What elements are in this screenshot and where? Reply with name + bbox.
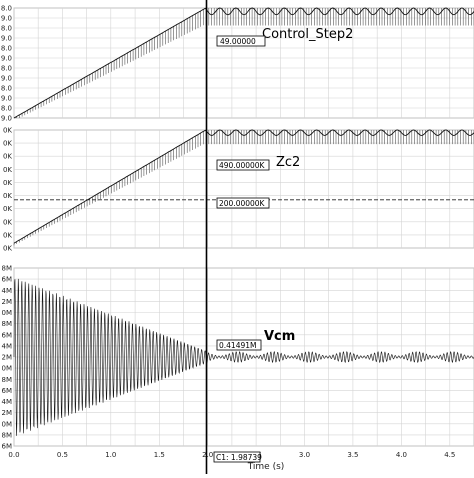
y-tick-label: 8.0	[1, 85, 12, 93]
y-tick-label: 8.0	[1, 65, 12, 73]
y-tick-label: 8M	[2, 265, 13, 273]
marker-box: 49.00000	[217, 36, 265, 46]
panel-title-control-step2: Control_Step2	[262, 27, 353, 42]
panel-title-vcm: Vcm	[264, 329, 295, 344]
x-tick-label: 4.5	[444, 451, 455, 459]
y-tick-label: 9.0	[1, 55, 12, 63]
y-tick-label: 0K	[3, 127, 12, 135]
y-tick-label: 0K	[3, 218, 12, 226]
y-tick-label: 6M	[2, 387, 13, 395]
y-tick-label: 4M	[2, 398, 13, 406]
y-tick-label: 0M	[2, 309, 13, 317]
y-tick-label: 0K	[3, 192, 12, 200]
marker-label-zc2: 490.00000K	[219, 161, 266, 170]
y-tick-label: 0K	[3, 245, 12, 253]
x-tick-label: 1.0	[105, 451, 116, 459]
y-tick-label: 2M	[2, 409, 13, 417]
y-tick-label: 9.0	[1, 75, 12, 83]
y-tick-label: 0K	[3, 179, 12, 187]
y-tick-label: 9.0	[1, 115, 12, 123]
x-tick-label: 3.5	[347, 451, 358, 459]
y-tick-label: 2M	[2, 354, 13, 362]
x-tick-label: 3.0	[299, 451, 310, 459]
y-tick-label: 8M	[2, 376, 13, 384]
y-tick-label: 0K	[3, 205, 12, 213]
panel-title-zc2: Zc2	[276, 155, 300, 170]
y-tick-label: 0K	[3, 140, 12, 148]
marker-box: 0.41491M	[217, 340, 261, 350]
y-tick-label: 8.0	[1, 105, 12, 113]
x-tick-label: 4.0	[396, 451, 407, 459]
y-tick-label: 4M	[2, 342, 13, 350]
marker-label-control-step2: 49.00000	[220, 37, 256, 46]
y-tick-label: 0K	[3, 231, 12, 239]
x-tick-label: 0.5	[57, 451, 68, 459]
y-tick-label: 8.0	[1, 25, 12, 33]
y-tick-label: 6M	[2, 331, 13, 339]
x-tick-label: 2.0	[202, 451, 213, 459]
y-tick-label: 8.0	[1, 5, 12, 13]
y-tick-label: 0M	[2, 365, 13, 373]
y-tick-label: 9.0	[1, 35, 12, 43]
marker-box: 490.00000K	[217, 160, 269, 170]
reference-label-zc2: 200.00000K	[219, 199, 266, 208]
y-tick-label: 9.0	[1, 15, 12, 23]
y-tick-label: 9.0	[1, 95, 12, 103]
y-tick-label: 0K	[3, 153, 12, 161]
y-tick-label: 6M	[2, 443, 13, 451]
y-tick-label: 0K	[3, 166, 12, 174]
reference-box: 200.00000K	[217, 198, 269, 208]
y-tick-label: 8.0	[1, 45, 12, 53]
y-tick-label: 8M	[2, 431, 13, 439]
x-tick-label: 1.5	[154, 451, 165, 459]
y-tick-label: 2M	[2, 298, 13, 306]
y-tick-label: 0M	[2, 420, 13, 428]
y-tick-label: 6M	[2, 276, 13, 284]
cursor-readout: C1: 1.98739	[216, 453, 262, 462]
y-tick-label: 4M	[2, 287, 13, 295]
panel-y-ticks: 8M 6M 4M 2M 0M 8M 6M 4M 2M 0M 8M 6M 4M 2M 0M 8M 6M	[2, 265, 13, 451]
x-axis-label: Time (s)	[247, 462, 285, 472]
x-tick-label: 0.0	[8, 451, 19, 459]
y-tick-label: 8M	[2, 320, 13, 328]
marker-label-vcm: 0.41491M	[219, 341, 257, 350]
